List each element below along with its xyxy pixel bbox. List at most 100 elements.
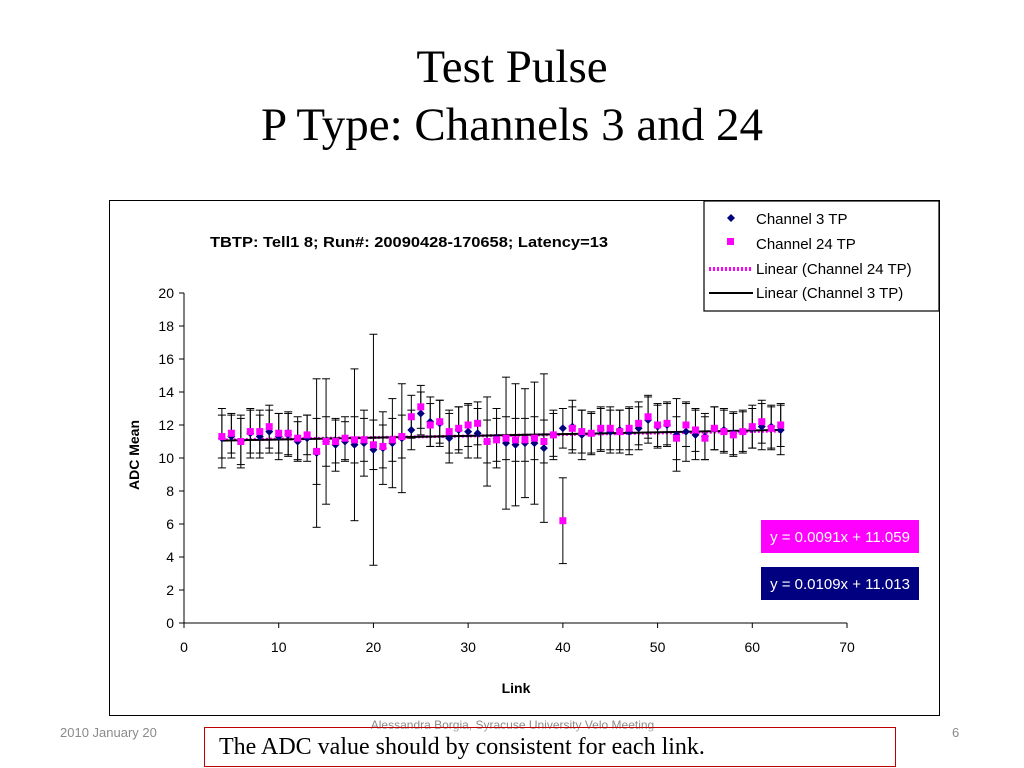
- point-channel24: [568, 424, 576, 432]
- legend: Channel 3 TP Channel 24 TP Linear (Chann…: [703, 201, 939, 312]
- point-channel24: [350, 436, 358, 444]
- fit3-equation-box: [761, 567, 919, 600]
- point-channel24: [322, 438, 330, 445]
- point-channel24: [691, 426, 699, 434]
- point-channel24: [578, 428, 586, 436]
- point-channel24: [663, 419, 671, 427]
- point-channel24: [237, 438, 245, 445]
- point-channel24: [256, 428, 264, 436]
- x-tick-label: 0: [180, 639, 188, 655]
- x-tick-label: 40: [555, 639, 571, 655]
- chart-frame: TBTP: Tell1 8; Run#: 20090428-170658; La…: [109, 200, 940, 716]
- point-channel24: [436, 418, 444, 426]
- fit3-equation: y = 0.0109x + 11.013: [770, 576, 910, 593]
- legend-channel24-marker: [727, 238, 734, 245]
- x-tick-label: 60: [744, 639, 760, 655]
- point-channel24: [682, 421, 690, 429]
- footer-author: Alessandra Borgia, Syracuse University V…: [370, 718, 655, 732]
- point-channel24: [512, 436, 519, 444]
- point-channel24: [218, 433, 226, 441]
- chart-title: TBTP: Tell1 8; Run#: 20090428-170658; La…: [210, 234, 608, 251]
- point-channel24: [407, 413, 415, 421]
- point-channel3: [539, 444, 548, 453]
- point-channel24: [540, 438, 548, 445]
- point-channel3: [255, 432, 264, 441]
- point-channel24: [379, 442, 387, 450]
- point-channel24: [360, 436, 368, 444]
- point-channel24: [275, 429, 283, 437]
- y-tick-label: 0: [166, 615, 174, 631]
- point-channel24: [474, 419, 482, 427]
- x-tick-label: 10: [271, 639, 287, 655]
- point-channel24: [332, 438, 340, 445]
- page-number: 6: [952, 725, 960, 740]
- point-channel24: [455, 424, 463, 432]
- legend-label-fit24: Linear (Channel 24 TP): [756, 261, 912, 278]
- legend-label-channel24: Channel 24 TP: [756, 236, 856, 253]
- point-channel24: [426, 421, 434, 429]
- point-channel24: [284, 429, 292, 437]
- point-channel24: [388, 436, 396, 444]
- point-channel24: [549, 431, 557, 439]
- point-channel3: [558, 424, 567, 433]
- point-channel24: [729, 431, 737, 439]
- y-tick-label: 16: [158, 351, 174, 367]
- note-box: The ADC value should by consistent for e…: [204, 727, 896, 767]
- point-channel24: [493, 436, 501, 444]
- y-axis-label: ADC Mean: [126, 420, 142, 490]
- point-channel24: [265, 423, 273, 431]
- point-channel24: [758, 418, 766, 426]
- point-channel24: [587, 429, 595, 437]
- point-channel24: [720, 428, 728, 436]
- point-channel24: [635, 419, 643, 427]
- point-channel24: [369, 441, 377, 449]
- point-channel24: [294, 434, 302, 442]
- x-tick-label: 20: [366, 639, 382, 655]
- point-channel24: [341, 434, 349, 442]
- point-channel24: [654, 421, 662, 429]
- point-channel24: [597, 424, 605, 432]
- point-channel24: [559, 517, 567, 525]
- point-channel24: [616, 428, 624, 436]
- point-channel24: [625, 424, 633, 432]
- x-tick-label: 70: [839, 639, 855, 655]
- point-channel3: [350, 440, 359, 449]
- point-channel24: [483, 438, 491, 445]
- slide-title-line2: P Type: Channels 3 and 24: [261, 99, 763, 151]
- legend-channel3-marker: [727, 214, 735, 222]
- y-tick-label: 6: [166, 516, 174, 532]
- note-text: The ADC value should by consistent for e…: [219, 734, 705, 760]
- point-channel3: [511, 440, 520, 449]
- point-channel24: [464, 421, 472, 429]
- x-tick-label: 30: [460, 639, 476, 655]
- point-channel24: [521, 436, 529, 444]
- point-channel24: [398, 433, 406, 441]
- fit24-equation: y = 0.0091x + 11.059: [770, 529, 910, 546]
- point-channel24: [777, 421, 785, 429]
- axes: 0 2 4 6 8 10 12 14 16 18 20 0 10 20 30 40 50 60 70: [158, 285, 855, 655]
- data-markers: [217, 403, 785, 525]
- point-channel3: [464, 427, 473, 436]
- chart-svg: TBTP: Tell1 8; Run#: 20090428-170658; La…: [126, 201, 939, 696]
- slide-title-line1: Test Pulse: [416, 41, 608, 93]
- error-bars: [217, 333, 785, 566]
- point-channel24: [701, 434, 709, 442]
- point-channel3: [681, 427, 690, 436]
- legend-label-channel3: Channel 3 TP: [756, 211, 847, 228]
- y-tick-label: 20: [158, 285, 174, 301]
- point-channel3: [416, 409, 425, 418]
- point-channel3: [473, 429, 482, 438]
- point-channel24: [767, 424, 775, 432]
- point-channel24: [748, 423, 756, 431]
- point-channel3: [445, 434, 454, 443]
- y-tick-label: 2: [166, 582, 174, 598]
- point-channel24: [417, 403, 425, 411]
- point-channel24: [313, 447, 321, 455]
- slide-title: Test Pulse P Type: Channels 3 and 24: [0, 38, 1024, 154]
- point-channel24: [502, 434, 510, 442]
- legend-label-fit3: Linear (Channel 3 TP): [756, 285, 903, 302]
- footer-date: 2010 January 20: [60, 725, 157, 740]
- y-tick-label: 12: [158, 417, 174, 433]
- point-channel24: [303, 431, 311, 439]
- x-axis-label: Link: [502, 680, 531, 696]
